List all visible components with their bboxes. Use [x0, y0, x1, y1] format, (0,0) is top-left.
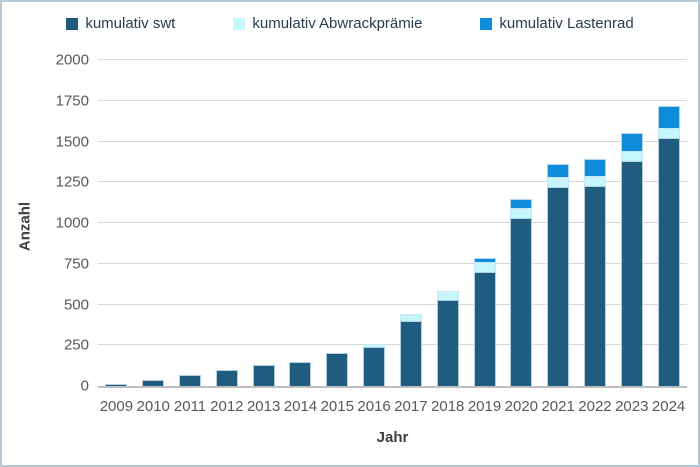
bar-2014 — [289, 361, 312, 386]
bar-2024-segment-swt — [657, 138, 680, 386]
x-tick-label-2017: 2017 — [394, 398, 428, 415]
x-tick-label-2024: 2024 — [651, 398, 686, 415]
x-tick-label-2016: 2016 — [357, 398, 391, 415]
gridline-2000 — [98, 59, 687, 60]
gridline-750 — [98, 262, 687, 264]
bar-2019-segment-swt — [473, 271, 496, 386]
legend-label: kumulativ Lastenrad — [499, 15, 634, 32]
bar-2017 — [399, 314, 422, 386]
x-tick-label-2015: 2015 — [320, 398, 354, 415]
bar-2021 — [547, 164, 570, 386]
bar-2013-segment-swt — [252, 364, 275, 386]
x-tick-label-2010: 2010 — [136, 398, 170, 415]
y-axis-title: Anzahl — [16, 201, 34, 252]
x-tick-label-2022: 2022 — [578, 398, 612, 415]
x-tick-label-2018: 2018 — [431, 398, 465, 415]
legend-item-swt: kumulativ swt — [66, 15, 175, 32]
y-tick-label-1250: 1250 — [55, 173, 89, 191]
x-tick-label-2009: 2009 — [99, 398, 134, 415]
x-tick-label-2013: 2013 — [246, 398, 281, 415]
bar-2021-segment-abwrackpraemie — [547, 177, 570, 188]
bar-2023-segment-lastenrad — [620, 133, 643, 152]
gridline-500 — [98, 303, 687, 305]
bar-2023-segment-swt — [620, 161, 643, 386]
bar-2018 — [436, 290, 459, 386]
x-tick-label-2014: 2014 — [283, 398, 318, 415]
bar-2018-segment-swt — [436, 299, 459, 386]
x-tick-label-2011: 2011 — [173, 398, 207, 415]
x-axis-title: Jahr — [376, 429, 409, 446]
bar-2019-segment-abwrackpraemie — [473, 262, 496, 272]
legend-swatch-lastenrad — [480, 17, 493, 30]
x-tick-label-2012: 2012 — [210, 398, 244, 415]
gridline-1750 — [98, 99, 687, 101]
bar-2023 — [620, 133, 643, 386]
bar-2009-segment-swt — [105, 383, 128, 386]
bar-2022-segment-lastenrad — [583, 159, 606, 176]
bar-2020 — [510, 198, 533, 386]
legend-label: kumulativ swt — [85, 15, 176, 32]
y-tick-label-1500: 1500 — [55, 133, 89, 150]
plot-area: 0 250 500 750 1000 1250 1500 1750 2000 — [56, 52, 687, 394]
gridline-250 — [98, 344, 687, 346]
bar-2011-segment-swt — [179, 375, 202, 386]
bar-2017-segment-abwrackpraemie — [399, 314, 422, 321]
gridline-1500 — [98, 140, 687, 142]
x-tick-label-2023: 2023 — [615, 398, 649, 415]
bar-2020-segment-abwrackpraemie — [510, 208, 533, 219]
bar-2010 — [142, 380, 165, 386]
bar-2024-segment-abwrackpraemie — [657, 128, 680, 139]
y-tick-label-500: 500 — [63, 296, 89, 313]
bar-2015 — [326, 353, 349, 386]
legend-swatch-abwrackpraemie — [233, 17, 246, 30]
bar-2022 — [583, 159, 606, 386]
x-tick-label-2021: 2021 — [541, 398, 575, 415]
bar-2020-segment-swt — [510, 218, 533, 386]
bar-2017-segment-swt — [399, 320, 422, 386]
bar-2018-segment-abwrackpraemie — [436, 290, 459, 300]
bar-2019-segment-lastenrad — [473, 258, 496, 263]
bar-2011 — [179, 375, 202, 386]
legend-swatch-swt — [66, 17, 79, 30]
legend-item-lastenrad: kumulativ Lastenrad — [480, 15, 634, 32]
bar-2024 — [657, 105, 680, 386]
bar-2024-segment-lastenrad — [657, 105, 680, 129]
legend-label: kumulativ Abwrackprämie — [252, 15, 423, 32]
bar-2016 — [363, 343, 386, 386]
x-tick-label-2020: 2020 — [504, 398, 539, 415]
bar-2023-segment-abwrackpraemie — [620, 151, 643, 162]
gridline-1250 — [98, 181, 687, 183]
bar-2013 — [252, 364, 275, 386]
bar-2014-segment-swt — [289, 361, 312, 386]
bar-2021-segment-swt — [547, 187, 570, 386]
bar-2016-segment-abwrackpraemie — [363, 343, 386, 347]
gridline-1000 — [98, 222, 687, 223]
bar-2016-segment-swt — [363, 346, 386, 386]
legend-item-abwrackpraemie: kumulativ Abwrackprämie — [233, 15, 422, 32]
y-tick-label-1750: 1750 — [55, 92, 89, 110]
bar-2021-segment-lastenrad — [547, 164, 570, 178]
bar-series-container — [98, 62, 687, 386]
legend: kumulativ swt kumulativ Abwrackprämie kumu… — [2, 15, 698, 32]
bar-2020-segment-lastenrad — [510, 198, 533, 209]
bar-2012-segment-swt — [215, 369, 238, 386]
bar-2019 — [473, 258, 496, 386]
bar-2009 — [105, 383, 128, 386]
bar-2012 — [215, 369, 238, 386]
x-tick-label-2019: 2019 — [467, 398, 502, 415]
bar-2022-segment-swt — [583, 185, 606, 386]
bar-2015-segment-swt — [326, 353, 349, 386]
y-tick-label-1000: 1000 — [55, 214, 89, 232]
x-axis-tick-labels: 2009 2010 2011 2012 2013 2014 2015 2016 2017 2018… — [98, 398, 687, 415]
y-tick-label-750: 750 — [63, 255, 89, 273]
bar-2010-segment-swt — [142, 380, 165, 386]
y-tick-label-250: 250 — [63, 336, 89, 354]
y-tick-label-2000: 2000 — [55, 51, 89, 69]
y-tick-label-0: 0 — [80, 377, 89, 394]
bar-2022-segment-abwrackpraemie — [583, 175, 606, 186]
